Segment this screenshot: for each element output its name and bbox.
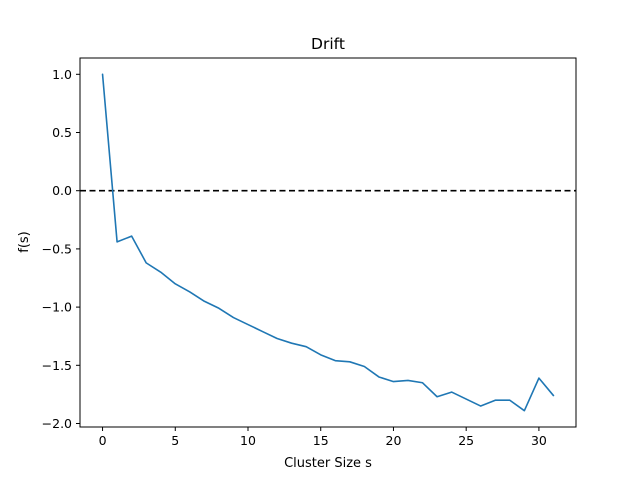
- y-tick-label: −2.0: [42, 416, 72, 431]
- x-tick-label: 0: [99, 433, 107, 448]
- y-tick-label: 1.0: [52, 67, 72, 82]
- x-tick-label: 30: [531, 433, 547, 448]
- series-line-0: [101, 73, 555, 412]
- axis-ticks: 0 5 10 15 20 25 30 1.0 0.5 0.0 −0.5 −1.0 −1.5 −2.0: [42, 67, 547, 448]
- y-axis-label: f(s): [17, 231, 32, 253]
- x-tick-label: 15: [313, 433, 329, 448]
- plot-area: [80, 73, 576, 412]
- y-tick-label: −1.5: [42, 358, 72, 373]
- x-tick-label: 20: [386, 433, 402, 448]
- x-axis-label: Cluster Size s: [284, 456, 372, 471]
- y-tick-label: 0.5: [52, 125, 72, 140]
- x-tick-label: 10: [240, 433, 256, 448]
- chart-title: Drift: [311, 35, 345, 53]
- y-tick-label: −0.5: [42, 241, 72, 256]
- y-tick-label: −1.0: [42, 300, 72, 315]
- x-tick-label: 5: [171, 433, 179, 448]
- y-tick-label: 0.0: [52, 183, 72, 198]
- plot-frame: [79, 57, 577, 428]
- x-tick-label: 25: [458, 433, 474, 448]
